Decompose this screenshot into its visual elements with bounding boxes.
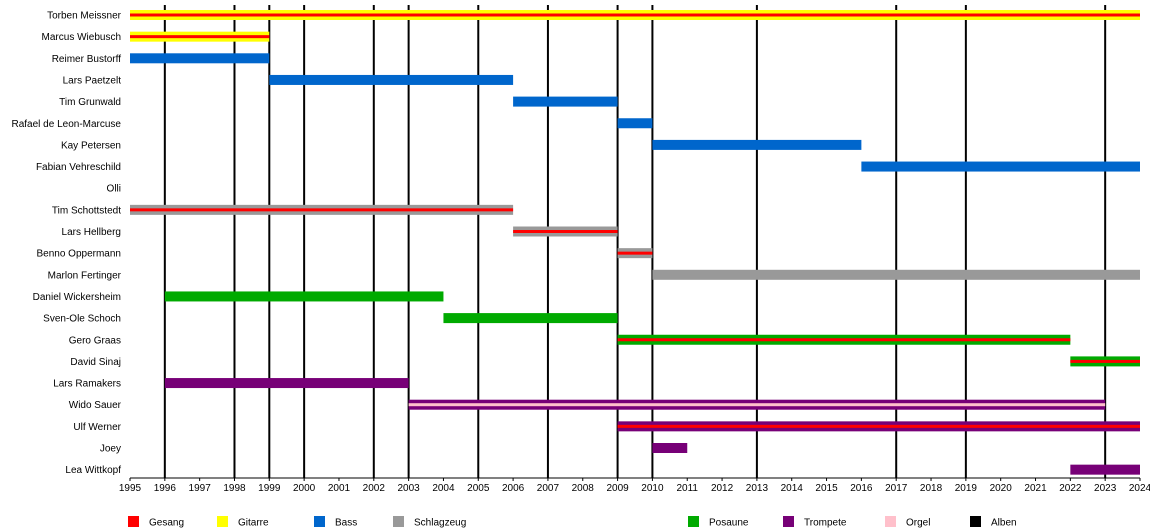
member-bar	[164, 291, 444, 302]
x-tick-label: 2011	[676, 483, 698, 494]
x-tick-label: 2023	[1094, 483, 1117, 494]
member-name: Lars Hellberg	[62, 227, 121, 238]
x-tick-label: 2018	[920, 483, 943, 494]
x-tick-label: 2000	[293, 483, 316, 494]
legend-swatch	[783, 516, 794, 527]
x-tick-label: 2017	[885, 483, 908, 494]
member-name: Olli	[107, 184, 121, 195]
member-name: Fabian Vehreschild	[36, 162, 121, 173]
legend-label: Gitarre	[238, 518, 269, 529]
member-bar	[652, 269, 1140, 280]
member-name: Benno Oppermann	[36, 249, 121, 260]
member-name: Ulf Werner	[73, 422, 121, 433]
x-tick-label: 1998	[223, 483, 246, 494]
x-tick-label: 2021	[1024, 483, 1047, 494]
member-name: Joey	[100, 444, 121, 455]
member-name: Marcus Wiebusch	[42, 32, 121, 43]
member-bars	[130, 10, 1140, 475]
member-name: Rafael de Leon-Marcuse	[11, 119, 121, 130]
member-bar-secondary	[130, 35, 270, 39]
x-tick-label: 2024	[1129, 483, 1150, 494]
x-tick-label: 2013	[746, 483, 769, 494]
x-tick-label: 2003	[397, 483, 420, 494]
member-bar	[861, 161, 1140, 172]
x-tick-label: 1999	[258, 483, 281, 494]
legend: Gesang Gitarre Bass Schlagzeug Posaune Trompe…	[128, 516, 1017, 529]
x-tick-label: 2002	[363, 483, 386, 494]
x-axis: 1995 1996 1997 1998 1999 2000 2001 2002 2003 2004…	[119, 477, 1150, 494]
member-name: Lars Ramakers	[53, 379, 121, 390]
member-bar-secondary	[617, 424, 1140, 428]
member-bar-secondary	[130, 13, 1140, 17]
legend-swatch	[885, 516, 896, 527]
member-bar-secondary	[130, 208, 514, 212]
member-name: Lea Wittkopf	[65, 465, 121, 476]
member-names: Torben Meissner Marcus Wiebusch Reimer Bus…	[11, 11, 121, 477]
member-bar-secondary	[1070, 359, 1140, 363]
x-tick-label: 1996	[154, 483, 177, 494]
member-bar-secondary	[617, 251, 653, 255]
member-bar-secondary	[617, 338, 1071, 342]
legend-swatch	[393, 516, 404, 527]
member-bar-secondary	[513, 230, 618, 233]
x-tick-label: 2020	[990, 483, 1013, 494]
x-tick-label: 2012	[711, 483, 734, 494]
member-bar-secondary	[408, 403, 1106, 407]
x-tick-label: 2008	[572, 483, 595, 494]
x-tick-label: 2022	[1059, 483, 1082, 494]
legend-swatch	[970, 516, 981, 527]
x-tick-label: 1995	[119, 483, 142, 494]
member-bar	[164, 378, 409, 389]
member-name: Torben Meissner	[47, 11, 122, 22]
member-name: Gero Graas	[69, 335, 121, 346]
member-bar	[1070, 464, 1140, 475]
member-bar	[443, 313, 618, 324]
member-bar	[130, 53, 270, 64]
legend-swatch	[217, 516, 228, 527]
member-name: David Sinaj	[70, 357, 121, 368]
legend-swatch	[128, 516, 139, 527]
x-tick-label: 2019	[955, 483, 978, 494]
x-tick-label: 2004	[432, 483, 455, 494]
member-name: Marlon Fertinger	[48, 270, 122, 281]
legend-label: Gesang	[149, 518, 184, 529]
member-name: Kay Petersen	[61, 140, 121, 151]
legend-label: Trompete	[804, 518, 847, 529]
x-tick-label: 2005	[467, 483, 490, 494]
member-name: Lars Paetzelt	[63, 75, 122, 86]
member-bar	[513, 96, 618, 107]
legend-label: Alben	[991, 518, 1017, 529]
member-bar	[269, 74, 514, 85]
legend-swatch	[314, 516, 325, 527]
x-tick-label: 2001	[328, 483, 351, 494]
member-name: Reimer Bustorff	[52, 54, 122, 65]
member-bar	[652, 139, 862, 150]
x-tick-label: 2016	[850, 483, 873, 494]
x-tick-label: 2010	[641, 483, 664, 494]
legend-label: Posaune	[709, 518, 749, 529]
member-name: Daniel Wickersheim	[33, 292, 121, 303]
member-name: Wido Sauer	[69, 400, 122, 411]
x-tick-label: 2014	[781, 483, 804, 494]
x-tick-label: 2015	[815, 483, 838, 494]
x-tick-label: 2007	[537, 483, 560, 494]
legend-swatch	[688, 516, 699, 527]
legend-label: Orgel	[906, 518, 930, 529]
x-tick-label: 2006	[502, 483, 525, 494]
member-bar	[617, 118, 653, 129]
legend-label: Schlagzeug	[414, 518, 466, 529]
member-name: Tim Schottstedt	[52, 205, 121, 216]
member-name: Tim Grunwald	[59, 97, 121, 108]
legend-label: Bass	[335, 518, 357, 529]
member-bar	[652, 443, 688, 453]
x-tick-label: 1997	[189, 483, 212, 494]
x-tick-label: 2009	[606, 483, 629, 494]
member-name: Sven-Ole Schoch	[43, 314, 121, 325]
